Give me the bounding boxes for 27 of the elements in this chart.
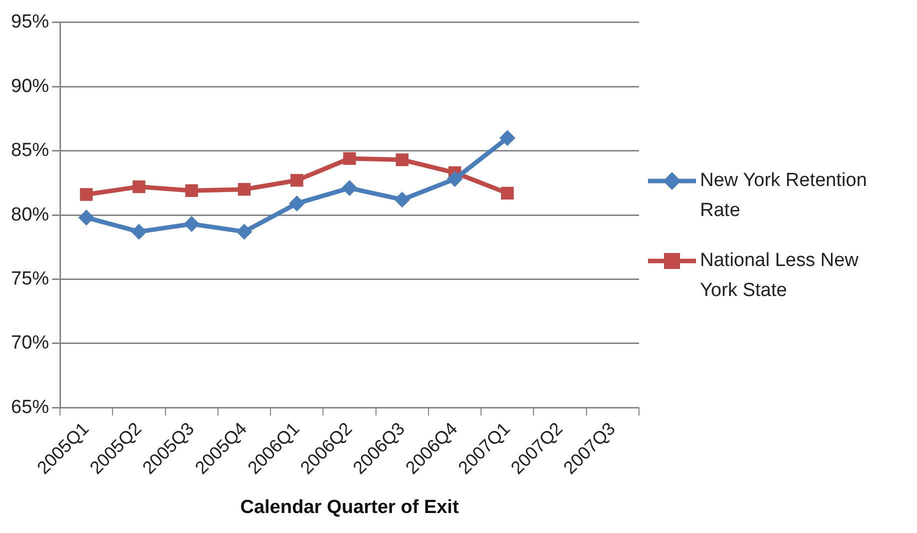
point: [78, 210, 94, 226]
point: [394, 192, 410, 208]
point: [185, 184, 198, 197]
point: [238, 182, 251, 196]
y-tick-label: 80%: [10, 204, 50, 226]
point: [499, 130, 516, 146]
legend-label: National Less New York State: [700, 248, 860, 302]
y-tick-label: 70%: [10, 332, 50, 354]
y-tick-label: 85%: [10, 140, 50, 162]
point: [288, 195, 305, 212]
legend-label: New York Retention Rate: [700, 168, 868, 222]
point: [130, 224, 147, 240]
y-tick-label: 95%: [10, 12, 50, 33]
point: [236, 224, 252, 240]
y-tick-label: 65%: [10, 396, 50, 418]
point: [342, 180, 358, 196]
y-tick-label: 75%: [10, 268, 50, 290]
point: [290, 174, 304, 187]
y-tick-label: 90%: [10, 76, 50, 97]
point: [501, 186, 514, 200]
point: [184, 216, 200, 232]
point: [446, 171, 463, 188]
point: [80, 188, 93, 201]
point: [396, 153, 409, 166]
point: [132, 180, 146, 194]
point: [343, 152, 356, 165]
x-axis-title: Calendar Quarter of Exit: [240, 496, 460, 518]
